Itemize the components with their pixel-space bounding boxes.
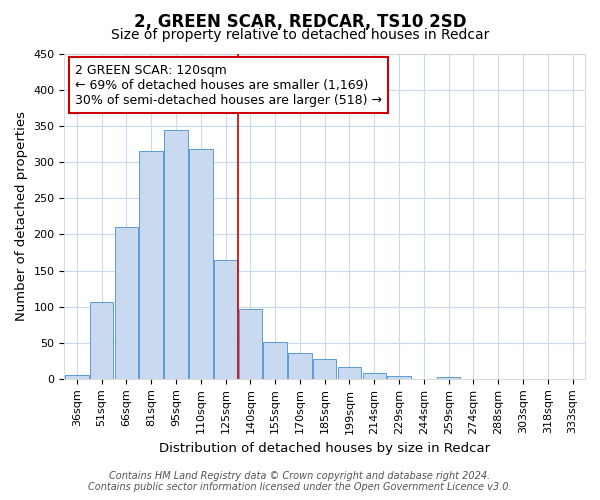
Bar <box>338 368 361 379</box>
Bar <box>115 227 138 379</box>
Bar <box>139 152 163 379</box>
Text: Contains HM Land Registry data © Crown copyright and database right 2024.
Contai: Contains HM Land Registry data © Crown c… <box>88 471 512 492</box>
Text: 2 GREEN SCAR: 120sqm
← 69% of detached houses are smaller (1,169)
30% of semi-de: 2 GREEN SCAR: 120sqm ← 69% of detached h… <box>75 64 382 106</box>
Bar <box>189 150 212 379</box>
Bar <box>362 373 386 379</box>
Bar <box>437 376 460 379</box>
Bar <box>164 130 188 379</box>
Bar <box>387 376 411 379</box>
Bar <box>263 342 287 379</box>
Text: Size of property relative to detached houses in Redcar: Size of property relative to detached ho… <box>111 28 489 42</box>
Bar <box>288 353 311 379</box>
Text: 2, GREEN SCAR, REDCAR, TS10 2SD: 2, GREEN SCAR, REDCAR, TS10 2SD <box>134 12 466 30</box>
Bar <box>239 309 262 379</box>
Bar <box>90 302 113 379</box>
Bar <box>214 260 238 379</box>
X-axis label: Distribution of detached houses by size in Redcar: Distribution of detached houses by size … <box>159 442 490 455</box>
Y-axis label: Number of detached properties: Number of detached properties <box>15 112 28 322</box>
Bar <box>313 360 337 379</box>
Bar <box>65 375 89 379</box>
